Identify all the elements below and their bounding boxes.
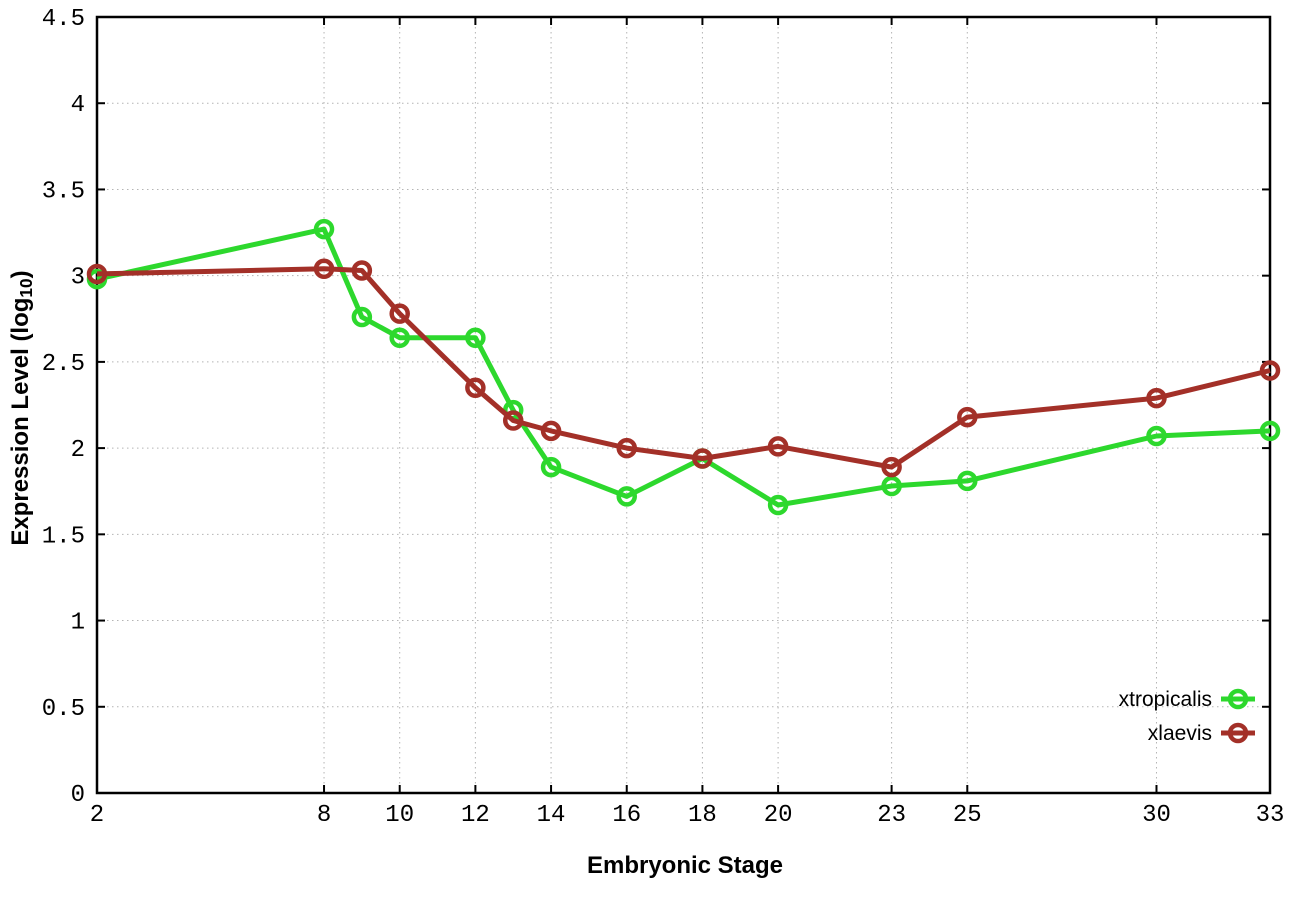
legend-label-xtropicalis: xtropicalis <box>1119 688 1212 711</box>
x-tick-label: 16 <box>612 802 641 829</box>
data-point-xtropicalis <box>616 486 637 507</box>
y-axis-title-text: Expression Level (log <box>6 297 34 546</box>
x-tick-label: 23 <box>877 802 906 829</box>
y-tick-label: 4 <box>71 92 85 119</box>
legend-marker-xtropicalis <box>1227 688 1249 710</box>
legend-label-xlaevis: xlaevis <box>1148 722 1212 745</box>
data-point-xtropicalis <box>767 494 789 516</box>
data-point-xlaevis <box>692 448 713 469</box>
y-tick-label: 2 <box>71 437 85 464</box>
x-tick-label: 30 <box>1142 802 1171 829</box>
data-point-xlaevis <box>351 260 373 281</box>
x-tick-label: 10 <box>385 802 414 829</box>
plot-border <box>95 15 1272 795</box>
data-point-xlaevis <box>1259 360 1281 381</box>
data-point-xtropicalis <box>351 306 373 328</box>
x-tick-label: 2 <box>90 802 104 829</box>
x-tick-label: 8 <box>317 802 331 829</box>
y-tick-label: 3.5 <box>42 178 85 205</box>
data-point-xtropicalis <box>313 218 335 240</box>
data-point-xtropicalis <box>389 327 410 348</box>
y-tick-label: 3 <box>71 265 85 292</box>
data-point-xlaevis <box>616 437 637 459</box>
y-axis-title: Expression Level (log10) <box>7 270 37 545</box>
data-point-xtropicalis <box>1146 425 1167 447</box>
y-tick-label: 0.5 <box>42 696 85 723</box>
data-point-xlaevis <box>465 377 486 399</box>
x-tick-label: 33 <box>1256 802 1285 829</box>
x-tick-label: 20 <box>764 802 793 829</box>
data-point-xtropicalis <box>881 475 902 497</box>
data-point-xlaevis <box>881 456 902 478</box>
data-point-xlaevis <box>957 406 978 428</box>
data-point-xtropicalis <box>540 456 562 478</box>
data-point-xlaevis <box>313 258 335 280</box>
data-point-xlaevis <box>502 410 524 431</box>
x-tick-label: 18 <box>688 802 717 829</box>
y-tick-label: 4.5 <box>42 6 85 33</box>
data-point-xlaevis <box>1146 387 1167 409</box>
y-axis-title-suffix: ) <box>6 270 34 279</box>
data-point-xtropicalis <box>1259 420 1281 442</box>
y-axis-title-subscript: 10 <box>16 278 37 298</box>
y-tick-label: 1 <box>71 610 85 637</box>
data-point-xlaevis <box>389 303 410 324</box>
series-line-xlaevis <box>96 266 1271 470</box>
x-tick-label: 14 <box>537 802 566 829</box>
x-axis-title: Embryonic Stage <box>586 852 784 879</box>
y-tick-label: 2.5 <box>42 351 85 378</box>
data-point-xlaevis <box>86 263 108 285</box>
x-tick-label: 12 <box>461 802 490 829</box>
x-tick-label: 25 <box>953 802 982 829</box>
data-point-xtropicalis <box>465 327 486 348</box>
data-point-xtropicalis <box>957 470 978 492</box>
legend-marker-xlaevis <box>1227 722 1249 744</box>
y-tick-label: 0 <box>71 782 85 809</box>
y-tick-label: 1.5 <box>42 523 85 550</box>
data-point-xlaevis <box>540 420 562 442</box>
data-point-xlaevis <box>767 436 789 457</box>
